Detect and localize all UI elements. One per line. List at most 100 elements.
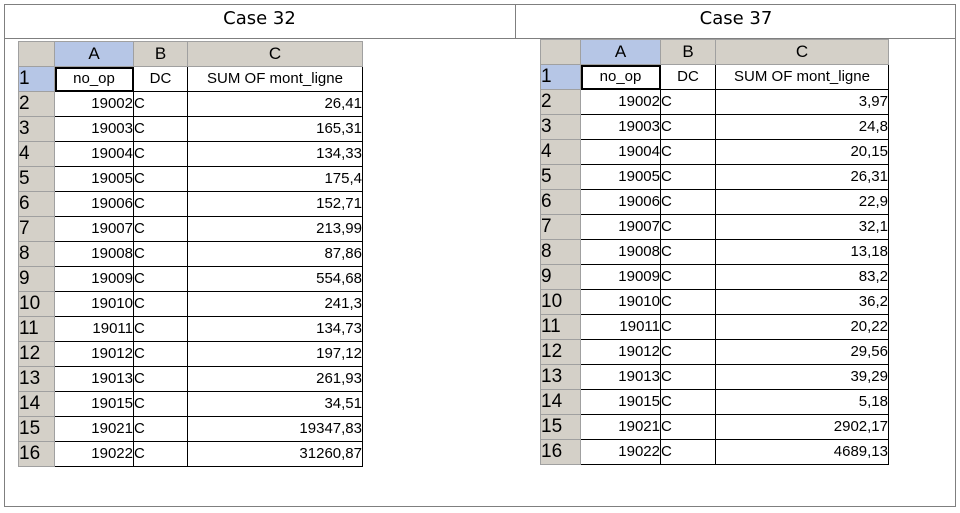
cell-dc[interactable]: C [133, 166, 188, 192]
cell-no-op[interactable]: 19005 [54, 166, 134, 192]
row-header[interactable]: 15 [540, 414, 581, 440]
cell-sum[interactable]: 165,31 [187, 116, 363, 142]
cell-dc[interactable]: C [660, 289, 716, 315]
cell-sum[interactable]: 87,86 [187, 241, 363, 267]
column-header-c[interactable]: C [715, 39, 889, 65]
cell-header-dc[interactable]: DC [660, 64, 716, 90]
select-all-corner[interactable] [540, 39, 581, 65]
cell-sum[interactable]: 36,2 [715, 289, 889, 315]
cell-sum[interactable]: 26,31 [715, 164, 889, 190]
cell-dc[interactable]: C [660, 414, 716, 440]
cell-dc[interactable]: C [133, 391, 188, 417]
row-header[interactable]: 13 [540, 364, 581, 390]
column-header-c[interactable]: C [187, 41, 363, 67]
cell-dc[interactable]: C [133, 241, 188, 267]
cell-no-op[interactable]: 19004 [580, 139, 661, 165]
row-header[interactable]: 3 [540, 114, 581, 140]
row-header[interactable]: 2 [540, 89, 581, 115]
row-header[interactable]: 8 [540, 239, 581, 265]
cell-sum[interactable]: 39,29 [715, 364, 889, 390]
cell-dc[interactable]: C [660, 114, 716, 140]
row-header[interactable]: 11 [540, 314, 581, 340]
cell-sum[interactable]: 13,18 [715, 239, 889, 265]
row-header[interactable]: 4 [18, 141, 55, 167]
cell-dc[interactable]: C [660, 214, 716, 240]
cell-sum[interactable]: 175,4 [187, 166, 363, 192]
cell-no-op[interactable]: 19010 [54, 291, 134, 317]
cell-no-op[interactable]: 19011 [580, 314, 661, 340]
cell-sum[interactable]: 134,33 [187, 141, 363, 167]
cell-no-op[interactable]: 19015 [54, 391, 134, 417]
cell-dc[interactable]: C [133, 366, 188, 392]
cell-dc[interactable]: C [660, 89, 716, 115]
row-header[interactable]: 14 [18, 391, 55, 417]
cell-sum[interactable]: 5,18 [715, 389, 889, 415]
cell-no-op[interactable]: 19004 [54, 141, 134, 167]
cell-no-op[interactable]: 19008 [54, 241, 134, 267]
cell-no-op[interactable]: 19006 [54, 191, 134, 217]
cell-sum[interactable]: 261,93 [187, 366, 363, 392]
cell-dc[interactable]: C [133, 441, 188, 467]
cell-no-op[interactable]: 19021 [580, 414, 661, 440]
cell-sum[interactable]: 19347,83 [187, 416, 363, 442]
row-header[interactable]: 16 [540, 439, 581, 465]
row-header[interactable]: 11 [18, 316, 55, 342]
cell-no-op[interactable]: 19005 [580, 164, 661, 190]
column-header-b[interactable]: B [660, 39, 716, 65]
row-header[interactable]: 7 [540, 214, 581, 240]
cell-no-op[interactable]: 19002 [580, 89, 661, 115]
cell-sum[interactable]: 83,2 [715, 264, 889, 290]
row-header[interactable]: 1 [18, 66, 55, 92]
column-header-a[interactable]: A [580, 39, 661, 65]
cell-sum[interactable]: 26,41 [187, 91, 363, 117]
cell-sum[interactable]: 20,22 [715, 314, 889, 340]
cell-dc[interactable]: C [133, 316, 188, 342]
cell-no-op[interactable]: 19007 [54, 216, 134, 242]
cell-dc[interactable]: C [660, 239, 716, 265]
row-header[interactable]: 5 [18, 166, 55, 192]
cell-no-op[interactable]: 19021 [54, 416, 134, 442]
column-header-b[interactable]: B [133, 41, 188, 67]
row-header[interactable]: 16 [18, 441, 55, 467]
cell-sum[interactable]: 241,3 [187, 291, 363, 317]
cell-sum[interactable]: 22,9 [715, 189, 889, 215]
cell-dc[interactable]: C [133, 116, 188, 142]
cell-sum[interactable]: 29,56 [715, 339, 889, 365]
row-header[interactable]: 10 [540, 289, 581, 315]
cell-dc[interactable]: C [660, 139, 716, 165]
cell-dc[interactable]: C [660, 264, 716, 290]
cell-dc[interactable]: C [133, 341, 188, 367]
cell-dc[interactable]: C [133, 291, 188, 317]
cell-sum[interactable]: 24,8 [715, 114, 889, 140]
select-all-corner[interactable] [18, 41, 55, 67]
row-header[interactable]: 10 [18, 291, 55, 317]
row-header[interactable]: 9 [18, 266, 55, 292]
cell-header-sum[interactable]: SUM OF mont_ligne [187, 66, 363, 92]
cell-no-op[interactable]: 19009 [580, 264, 661, 290]
cell-sum[interactable]: 554,68 [187, 266, 363, 292]
cell-no-op[interactable]: 19022 [580, 439, 661, 465]
row-header[interactable]: 8 [18, 241, 55, 267]
row-header[interactable]: 9 [540, 264, 581, 290]
cell-dc[interactable]: C [660, 164, 716, 190]
row-header[interactable]: 12 [540, 339, 581, 365]
row-header[interactable]: 3 [18, 116, 55, 142]
cell-no-op[interactable]: 19022 [54, 441, 134, 467]
row-header[interactable]: 6 [540, 189, 581, 215]
cell-header-no-op[interactable]: no_op [580, 64, 661, 90]
row-header[interactable]: 2 [18, 91, 55, 117]
cell-sum[interactable]: 34,51 [187, 391, 363, 417]
row-header[interactable]: 1 [540, 64, 581, 90]
cell-dc[interactable]: C [133, 191, 188, 217]
cell-sum[interactable]: 197,12 [187, 341, 363, 367]
row-header[interactable]: 6 [18, 191, 55, 217]
cell-no-op[interactable]: 19003 [580, 114, 661, 140]
cell-no-op[interactable]: 19008 [580, 239, 661, 265]
cell-dc[interactable]: C [660, 364, 716, 390]
cell-no-op[interactable]: 19009 [54, 266, 134, 292]
cell-no-op[interactable]: 19003 [54, 116, 134, 142]
cell-no-op[interactable]: 19010 [580, 289, 661, 315]
cell-no-op[interactable]: 19013 [54, 366, 134, 392]
cell-dc[interactable]: C [660, 339, 716, 365]
row-header[interactable]: 5 [540, 164, 581, 190]
